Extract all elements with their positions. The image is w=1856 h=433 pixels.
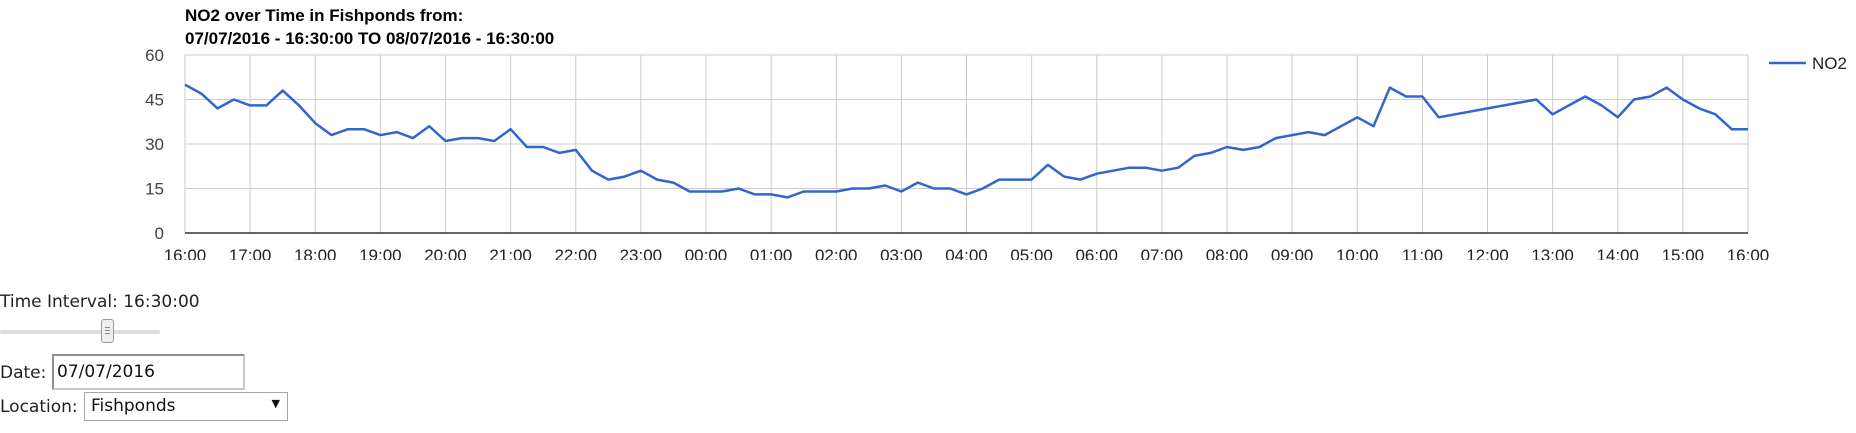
x-tick-label: 18:00 (294, 246, 337, 260)
x-tick-label: 21:00 (489, 246, 532, 260)
date-input[interactable] (52, 354, 245, 390)
y-tick-label: 0 (155, 224, 164, 243)
chart-title-line-2: 07/07/2016 - 16:30:00 TO 08/07/2016 - 16… (185, 29, 554, 48)
x-tick-label: 13:00 (1531, 246, 1574, 260)
x-tick-label: 14:00 (1596, 246, 1639, 260)
location-label: Location: (0, 397, 78, 417)
x-tick-label: 23:00 (620, 246, 663, 260)
chart-legend: NO2 (1769, 54, 1847, 73)
x-tick-label: 05:00 (1010, 246, 1053, 260)
x-tick-label: 19:00 (359, 246, 402, 260)
series-no2 (184, 83, 1749, 199)
x-tick-label: 03:00 (880, 246, 923, 260)
x-tick-label: 00:00 (685, 246, 728, 260)
slider-grip-line (105, 333, 111, 334)
y-tick-label: 15 (145, 180, 164, 199)
location-select[interactable]: Fishponds ▼ (84, 392, 288, 421)
time-interval-slider-track[interactable] (0, 330, 160, 334)
x-tick-label: 10:00 (1336, 246, 1379, 260)
x-tick-label: 17:00 (229, 246, 272, 260)
location-selected-value: Fishponds (91, 396, 176, 416)
y-tick-label: 45 (145, 91, 164, 110)
x-tick-label: 02:00 (815, 246, 858, 260)
chart-title-line-1: NO2 over Time in Fishponds from: (185, 6, 463, 25)
x-tick-label: 20:00 (424, 246, 467, 260)
y-tick-label: 60 (145, 46, 164, 65)
x-tick-label: 22:00 (554, 246, 597, 260)
time-interval-slider-handle[interactable] (101, 319, 115, 343)
slider-grip-line (105, 330, 111, 331)
y-axis-ticks: 0 15 30 45 60 (145, 46, 164, 243)
no2-line-chart: NO2 over Time in Fishponds from: 07/07/2… (145, 6, 1847, 260)
x-tick-label: 09:00 (1271, 246, 1314, 260)
legend-label-no2: NO2 (1812, 54, 1847, 73)
x-tick-label: 16:00 (1727, 246, 1770, 260)
x-tick-label: 16:00 (164, 246, 207, 260)
x-tick-label: 12:00 (1466, 246, 1509, 260)
time-interval-label: Time Interval: 16:30:00 (0, 292, 200, 312)
chart-gridlines (184, 54, 1749, 233)
x-tick-label: 01:00 (750, 246, 793, 260)
chevron-down-icon: ▼ (271, 397, 280, 410)
slider-grip-line (105, 327, 111, 328)
x-tick-label: 04:00 (945, 246, 988, 260)
x-tick-label: 06:00 (1075, 246, 1118, 260)
x-tick-label: 15:00 (1662, 246, 1705, 260)
x-axis-ticks: 16:00 17:00 18:00 19:00 20:00 21:00 22:00 23:00… (164, 246, 1770, 260)
y-tick-label: 30 (145, 135, 164, 154)
date-label: Date: (0, 363, 47, 383)
x-tick-label: 07:00 (1141, 246, 1184, 260)
x-tick-label: 08:00 (1206, 246, 1249, 260)
x-tick-label: 11:00 (1402, 246, 1443, 260)
